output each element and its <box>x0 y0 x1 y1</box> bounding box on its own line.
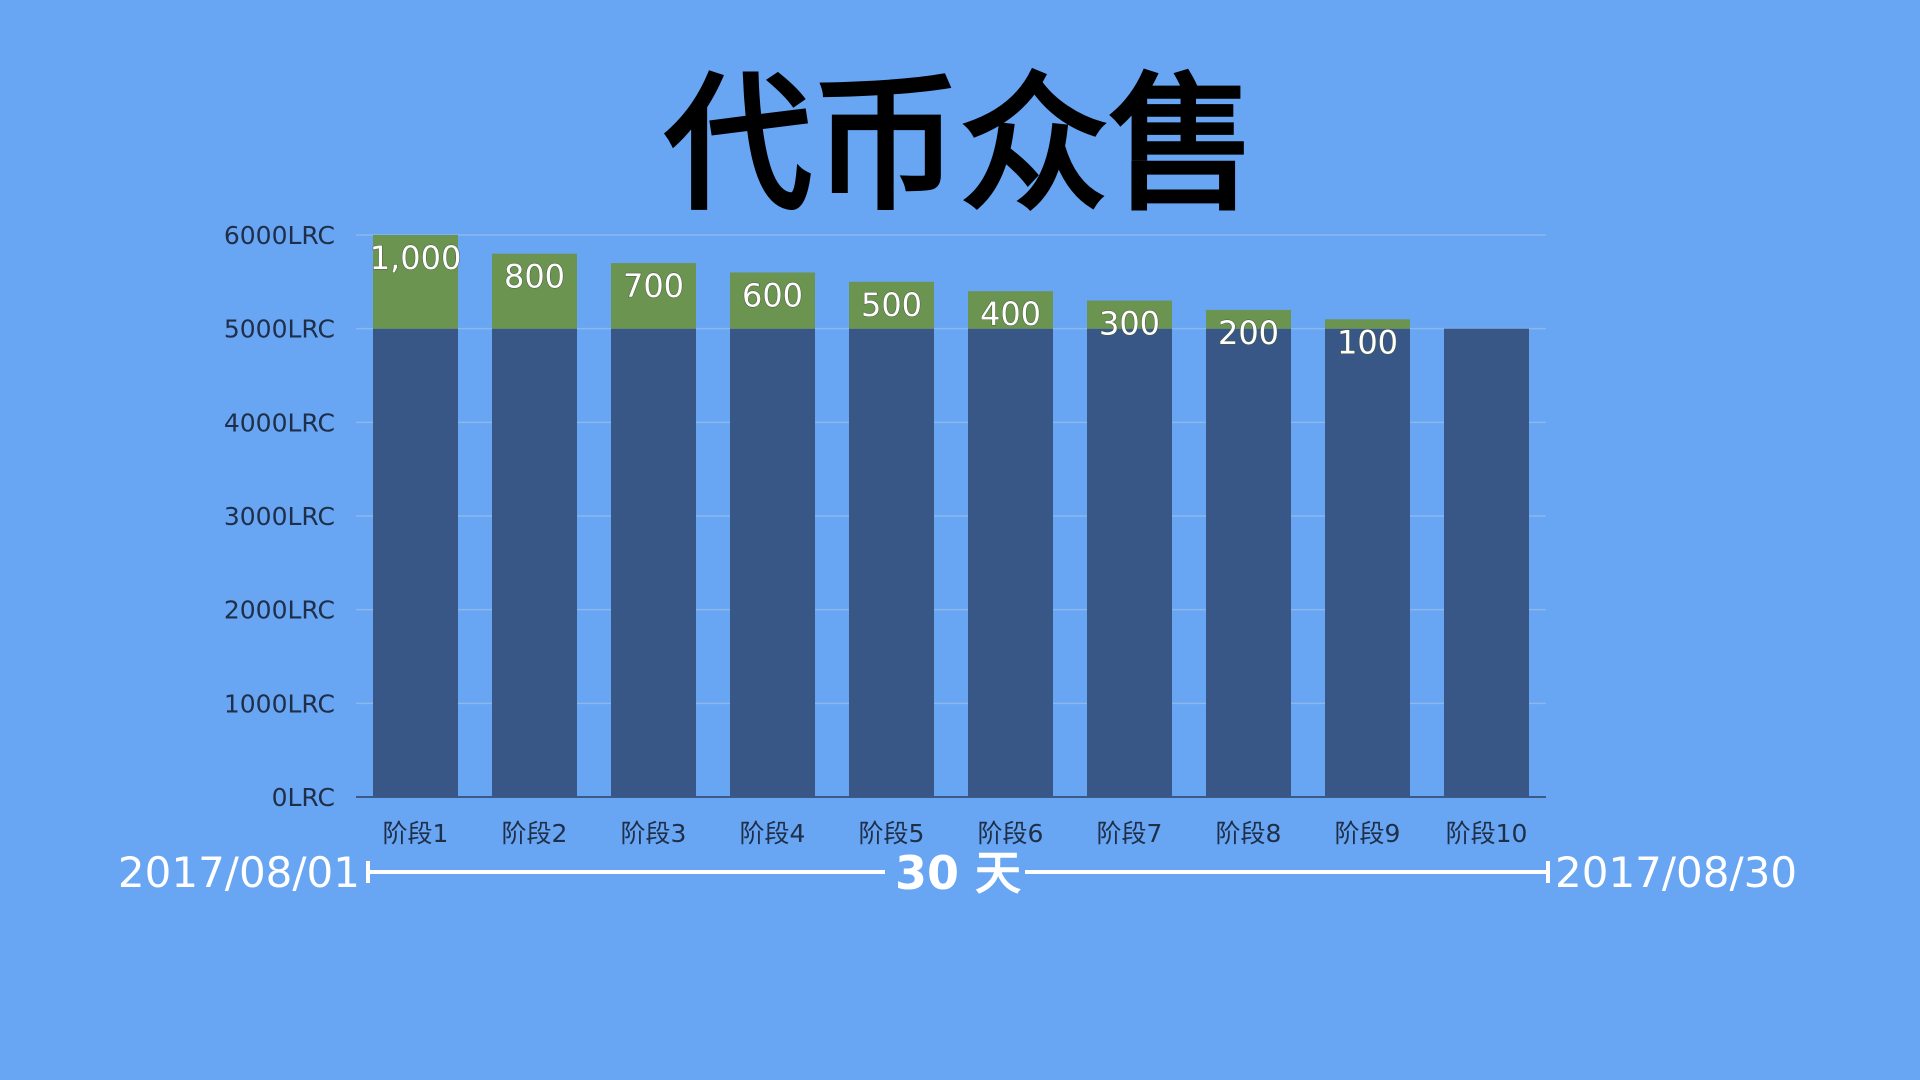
y-tick-label: 5000LRC <box>224 315 335 344</box>
data-labels: 1,000 800 700 600 500 400 300 200 100 <box>369 239 1398 362</box>
x-tick-label: 阶段4 <box>740 819 806 848</box>
bar-bonus-segment <box>1087 300 1172 329</box>
bars <box>373 235 1529 797</box>
bar-base-segment <box>1325 328 1410 797</box>
y-axis-labels: 0LRC 1000LRC 2000LRC 3000LRC 4000LRC 5000LRC 6… <box>224 221 335 812</box>
y-tick-label: 3000LRC <box>224 502 335 531</box>
x-tick-label: 阶段1 <box>383 819 449 848</box>
bar-base-segment <box>611 328 696 797</box>
data-label: 300 <box>1099 305 1160 343</box>
x-tick-label: 阶段2 <box>502 819 568 848</box>
x-tick-label: 阶段5 <box>859 819 925 848</box>
bar-base-segment <box>849 328 934 797</box>
bar-bonus-segment <box>373 235 458 329</box>
data-label: 500 <box>861 286 922 324</box>
bar-base-segment <box>1206 328 1291 797</box>
bar-bonus-segment <box>730 272 815 329</box>
data-label: 600 <box>742 276 803 314</box>
timeline-start-date: 2017/08/01 <box>118 848 360 897</box>
data-label: 1,000 <box>370 239 462 277</box>
bar-base-segment <box>730 328 815 797</box>
bar-bonus-segment <box>1325 319 1410 329</box>
y-tick-label: 0LRC <box>272 783 335 812</box>
y-tick-label: 2000LRC <box>224 596 335 625</box>
x-tick-label: 阶段7 <box>1097 819 1163 848</box>
x-tick-label: 阶段10 <box>1446 819 1528 848</box>
bar-base-segment <box>1087 328 1172 797</box>
timeline-end-date: 2017/08/30 <box>1555 848 1797 897</box>
bar-bonus-segment <box>849 281 934 329</box>
x-tick-label: 阶段9 <box>1335 819 1401 848</box>
bar-bonus-segment <box>611 263 696 329</box>
x-tick-label: 阶段3 <box>621 819 687 848</box>
timeline-duration: 30 天 <box>895 846 1021 900</box>
data-label: 100 <box>1337 323 1398 361</box>
data-label: 800 <box>504 258 565 296</box>
timeline: 2017/08/01 2017/08/30 30 天 <box>118 846 1797 900</box>
data-label: 200 <box>1218 314 1279 352</box>
x-axis-labels: 阶段1 阶段2 阶段3 阶段4 阶段5 阶段6 阶段7 阶段8 阶段9 阶段10 <box>383 819 1528 848</box>
y-tick-label: 1000LRC <box>224 689 335 718</box>
bar-base-segment <box>492 328 577 797</box>
data-label: 400 <box>980 295 1041 333</box>
y-tick-label: 4000LRC <box>224 408 335 437</box>
bar-base-segment <box>373 328 458 797</box>
x-tick-label: 阶段6 <box>978 819 1044 848</box>
bar-bonus-segment <box>1206 309 1291 329</box>
y-tick-label: 6000LRC <box>224 221 335 250</box>
bar-base-segment <box>968 328 1053 797</box>
x-tick-label: 阶段8 <box>1216 819 1282 848</box>
data-label: 700 <box>623 267 684 305</box>
bar-bonus-segment <box>968 291 1053 329</box>
page-title: 代币众售 <box>664 59 1256 231</box>
bar-base-segment <box>1444 328 1529 797</box>
bar-bonus-segment <box>492 253 577 329</box>
